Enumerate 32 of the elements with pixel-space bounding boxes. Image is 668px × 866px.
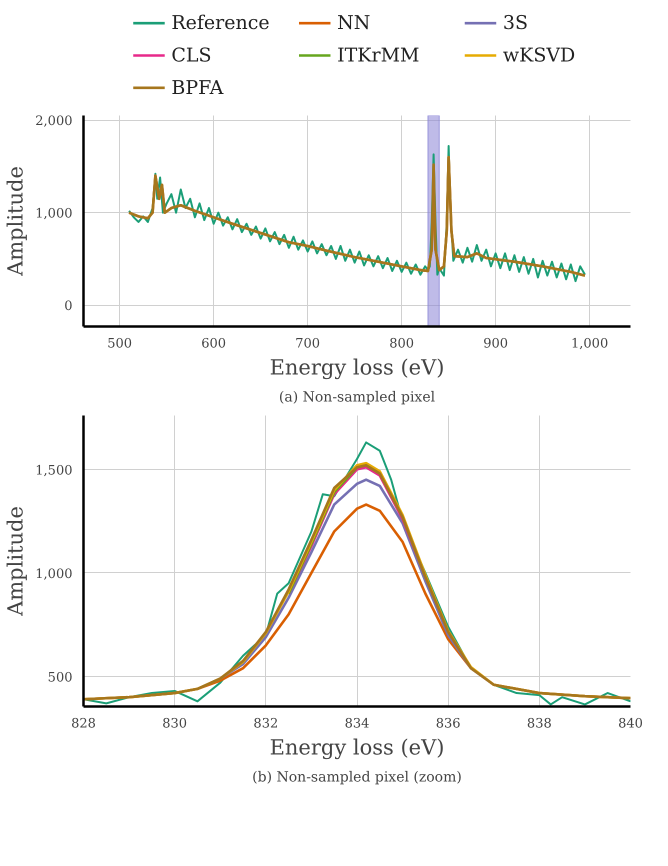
text: (a) Non-sampled pixel: [278, 390, 436, 406]
y-axis-title: Amplitude: [3, 166, 28, 277]
y-tick-label: 500: [48, 670, 73, 686]
y-tick-label: 1,500: [35, 463, 72, 478]
x-tick-label: 832: [253, 716, 278, 732]
y-axis-title: Amplitude: [3, 506, 28, 617]
x-tick-label: 900: [483, 336, 508, 352]
x-axis-title: Energy loss (eV): [270, 356, 444, 380]
legend-label: NN: [337, 12, 370, 34]
x-tick-label: 600: [201, 336, 226, 352]
x-tick-label: 800: [389, 336, 414, 352]
legend-label: wKSVD: [502, 44, 576, 66]
legend-label: ITKrMM: [337, 44, 420, 66]
x-tick-label: 1,000: [571, 336, 608, 352]
legend-label: 3S: [502, 12, 528, 34]
text: (b) Non-sampled pixel (zoom): [252, 770, 462, 786]
x-tick-label: 500: [107, 336, 132, 352]
x-tick-label: 830: [162, 716, 188, 732]
x-tick-label: 836: [436, 716, 461, 732]
legend-label: Reference: [171, 12, 270, 34]
x-tick-label: 840: [618, 716, 643, 732]
x-tick-label: 834: [344, 716, 370, 732]
legend-label: BPFA: [171, 76, 224, 99]
x-tick-label: 700: [295, 336, 320, 352]
x-tick-label: 838: [526, 716, 552, 732]
legend-label: CLS: [171, 44, 212, 66]
y-tick-label: 1,000: [35, 206, 72, 222]
x-axis-title: Energy loss (eV): [270, 736, 444, 760]
y-tick-label: 2,000: [35, 114, 72, 130]
y-tick-label: 0: [64, 299, 73, 314]
x-tick-label: 828: [71, 716, 96, 732]
y-tick-label: 1,000: [35, 566, 72, 582]
